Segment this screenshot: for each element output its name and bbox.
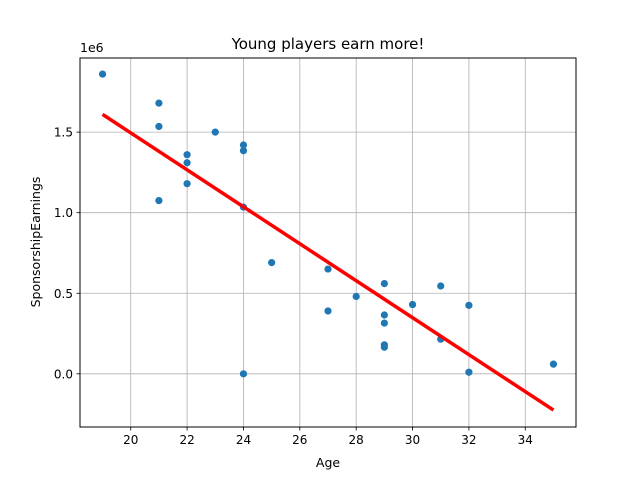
data-point — [155, 99, 163, 107]
data-point — [380, 319, 388, 327]
data-point — [239, 147, 248, 155]
data-point — [465, 368, 473, 376]
data-point — [549, 360, 558, 368]
y-tick-label: 1.5 — [54, 126, 73, 140]
x-tick-label: 32 — [461, 433, 476, 447]
chart-title: Young players earn more! — [231, 35, 425, 53]
data-point — [380, 279, 388, 288]
data-point — [183, 159, 191, 167]
data-point — [465, 301, 473, 309]
y-tick-label: 1.0 — [54, 206, 73, 220]
data-point — [352, 292, 360, 301]
data-point — [155, 197, 163, 205]
x-tick-label: 28 — [349, 433, 364, 447]
data-point — [183, 151, 191, 159]
data-point — [268, 259, 276, 267]
x-axis-ticks: 20 22 24 26 28 30 32 34 — [123, 427, 533, 447]
data-point — [98, 70, 107, 78]
data-point — [324, 307, 332, 315]
data-point — [324, 265, 332, 273]
data-point — [380, 311, 388, 319]
y-tick-label: 0.0 — [54, 367, 73, 381]
data-point — [437, 282, 445, 290]
data-point — [183, 180, 191, 188]
data-point — [239, 141, 248, 149]
x-tick-label: 34 — [518, 433, 533, 447]
x-axis-label: Age — [316, 455, 340, 470]
trend-line-group — [101, 112, 555, 412]
y-tick-label: 0.5 — [54, 287, 73, 301]
data-point — [380, 343, 388, 351]
data-point — [239, 370, 248, 378]
x-tick-label: 24 — [236, 433, 251, 447]
x-tick-label: 22 — [179, 433, 194, 447]
y-axis-ticks: 0.0 0.5 1.0 1.5 — [54, 126, 80, 381]
x-tick-label: 26 — [292, 433, 307, 447]
plot-frame — [79, 57, 577, 428]
data-point — [408, 300, 417, 309]
grid-lines — [80, 58, 576, 427]
y-axis-offset-label: 1e6 — [80, 40, 104, 55]
x-tick-label: 20 — [123, 433, 138, 447]
x-tick-label: 30 — [405, 433, 420, 447]
data-point — [155, 122, 163, 131]
y-axis-label: SponsorshipEarnings — [28, 177, 43, 308]
trend-line — [101, 112, 555, 412]
data-point — [211, 128, 219, 136]
data-points — [98, 70, 558, 378]
